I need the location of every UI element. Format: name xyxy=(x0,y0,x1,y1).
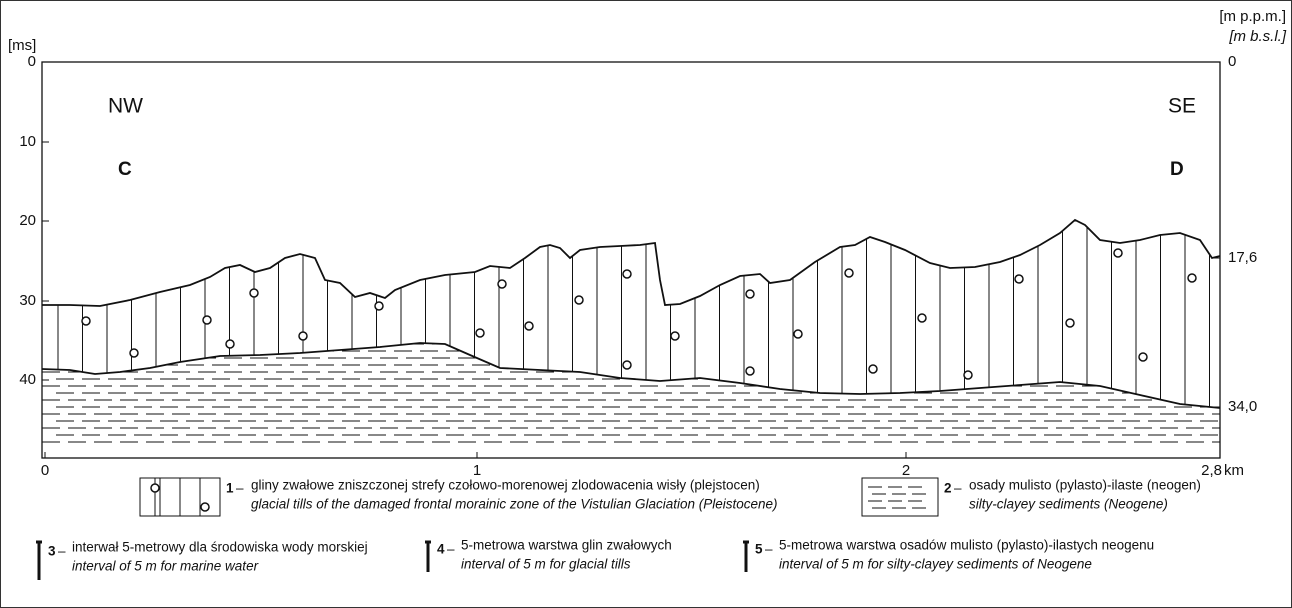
legend-item: 5 – 5-metrowa warstwa osadów mulisto (py… xyxy=(743,538,1154,572)
legend-text: 5-metrowa warstwa glin zwałowych xyxy=(461,538,672,553)
till-dot xyxy=(130,349,138,357)
direction-label: NW xyxy=(108,95,143,118)
till-dot xyxy=(375,302,383,310)
till-dot xyxy=(575,296,583,304)
till-dot xyxy=(1188,274,1196,282)
legend-separator: – xyxy=(954,481,962,496)
left-tick-label: 40 xyxy=(19,371,36,388)
bottom-tick-label: 0 xyxy=(41,462,49,479)
clay-layer xyxy=(42,344,1220,442)
till-dot xyxy=(671,332,679,340)
legend-text-en: interval of 5 m for glacial tills xyxy=(461,557,631,572)
bottom-tick-label: 1 xyxy=(473,462,481,479)
till-dot xyxy=(746,290,754,298)
right-unit-en: [m b.s.l.] xyxy=(1228,28,1287,45)
legend-separator: – xyxy=(447,542,455,557)
till-dot xyxy=(82,317,90,325)
legend-text: osady mulisto (pylasto)-ilaste (neogen) xyxy=(969,478,1201,493)
legend-number: 3 xyxy=(48,544,56,559)
legend-text: interwał 5-metrowy dla środowiska wody m… xyxy=(72,540,368,555)
till-layer xyxy=(58,200,1210,420)
legend-bar xyxy=(743,542,749,572)
legend-number: 1 xyxy=(226,481,234,496)
till-dot xyxy=(1139,353,1147,361)
till-dot xyxy=(623,270,631,278)
right-tick-label: 34,0 xyxy=(1228,398,1257,415)
figure: [ms] [m p.p.m.] [m b.s.l.] NW SE C D 1 –… xyxy=(0,0,1292,608)
legend-number: 4 xyxy=(437,542,445,557)
left-tick-label: 20 xyxy=(19,212,36,229)
legend-text-en: interval of 5 m for marine water xyxy=(72,559,259,574)
legend-separator: – xyxy=(236,481,244,496)
right-unit: [m p.p.m.] xyxy=(1219,8,1286,25)
legend-number: 5 xyxy=(755,542,763,557)
legend-text-en: silty-clayey sediments (Neogene) xyxy=(969,497,1168,512)
till-dot xyxy=(203,316,211,324)
legend-item: 2 – osady mulisto (pylasto)-ilaste (neog… xyxy=(862,478,1201,516)
left-tick-label: 10 xyxy=(19,133,36,150)
left-tick-label: 0 xyxy=(28,53,36,70)
till-dot xyxy=(250,289,258,297)
till-dot xyxy=(299,332,307,340)
till-top xyxy=(42,220,1220,306)
cross-section xyxy=(42,200,1220,442)
till-dot xyxy=(869,365,877,373)
bottom-tick-label: 2 xyxy=(902,462,910,479)
left-unit: [ms] xyxy=(8,37,36,54)
till-dot xyxy=(525,322,533,330)
right-tick-label: 0 xyxy=(1228,53,1236,70)
legend-bar xyxy=(36,542,42,580)
till-base xyxy=(42,343,1220,408)
till-dot xyxy=(476,329,484,337)
till-dot xyxy=(226,340,234,348)
till-dot xyxy=(1114,249,1122,257)
till-dot xyxy=(746,367,754,375)
legend-bar xyxy=(425,542,431,572)
swatch-hatch xyxy=(868,487,926,508)
bottom-unit: km xyxy=(1224,462,1244,479)
till-dot xyxy=(1015,275,1023,283)
legend-text-en: glacial tills of the damaged frontal mor… xyxy=(251,497,778,512)
till-dot xyxy=(845,269,853,277)
legend-item: 4 – 5-metrowa warstwa glin zwałowych int… xyxy=(425,538,672,572)
till-dot xyxy=(1066,319,1074,327)
legend-text-en: interval of 5 m for silty-clayey sedimen… xyxy=(779,557,1092,572)
direction-label: SE xyxy=(1168,95,1196,118)
legend-swatch xyxy=(862,478,938,516)
bottom-tick-label: 2,8 xyxy=(1201,462,1222,479)
point-label: D xyxy=(1170,159,1184,180)
swatch-dot xyxy=(151,484,159,492)
point-label: C xyxy=(118,159,132,180)
legend-item: 3 – interwał 5-metrowy dla środowiska wo… xyxy=(36,540,368,580)
till-dot xyxy=(794,330,802,338)
legend-text: gliny zwałowe zniszczonej strefy czołowo… xyxy=(251,478,760,493)
legend-text: 5-metrowa warstwa osadów mulisto (pylast… xyxy=(779,538,1154,553)
left-tick-label: 30 xyxy=(19,292,36,309)
till-dot xyxy=(498,280,506,288)
right-tick-label: 17,6 xyxy=(1228,249,1257,266)
till-dot xyxy=(623,361,631,369)
till-dot xyxy=(964,371,972,379)
swatch-dot xyxy=(201,503,209,511)
plot-frame xyxy=(42,62,1220,458)
legend-item: 1 – gliny zwałowe zniszczonej strefy czo… xyxy=(140,478,778,516)
legend-number: 2 xyxy=(944,481,952,496)
till-dot xyxy=(918,314,926,322)
legend-separator: – xyxy=(58,544,66,559)
legend-separator: – xyxy=(765,542,773,557)
